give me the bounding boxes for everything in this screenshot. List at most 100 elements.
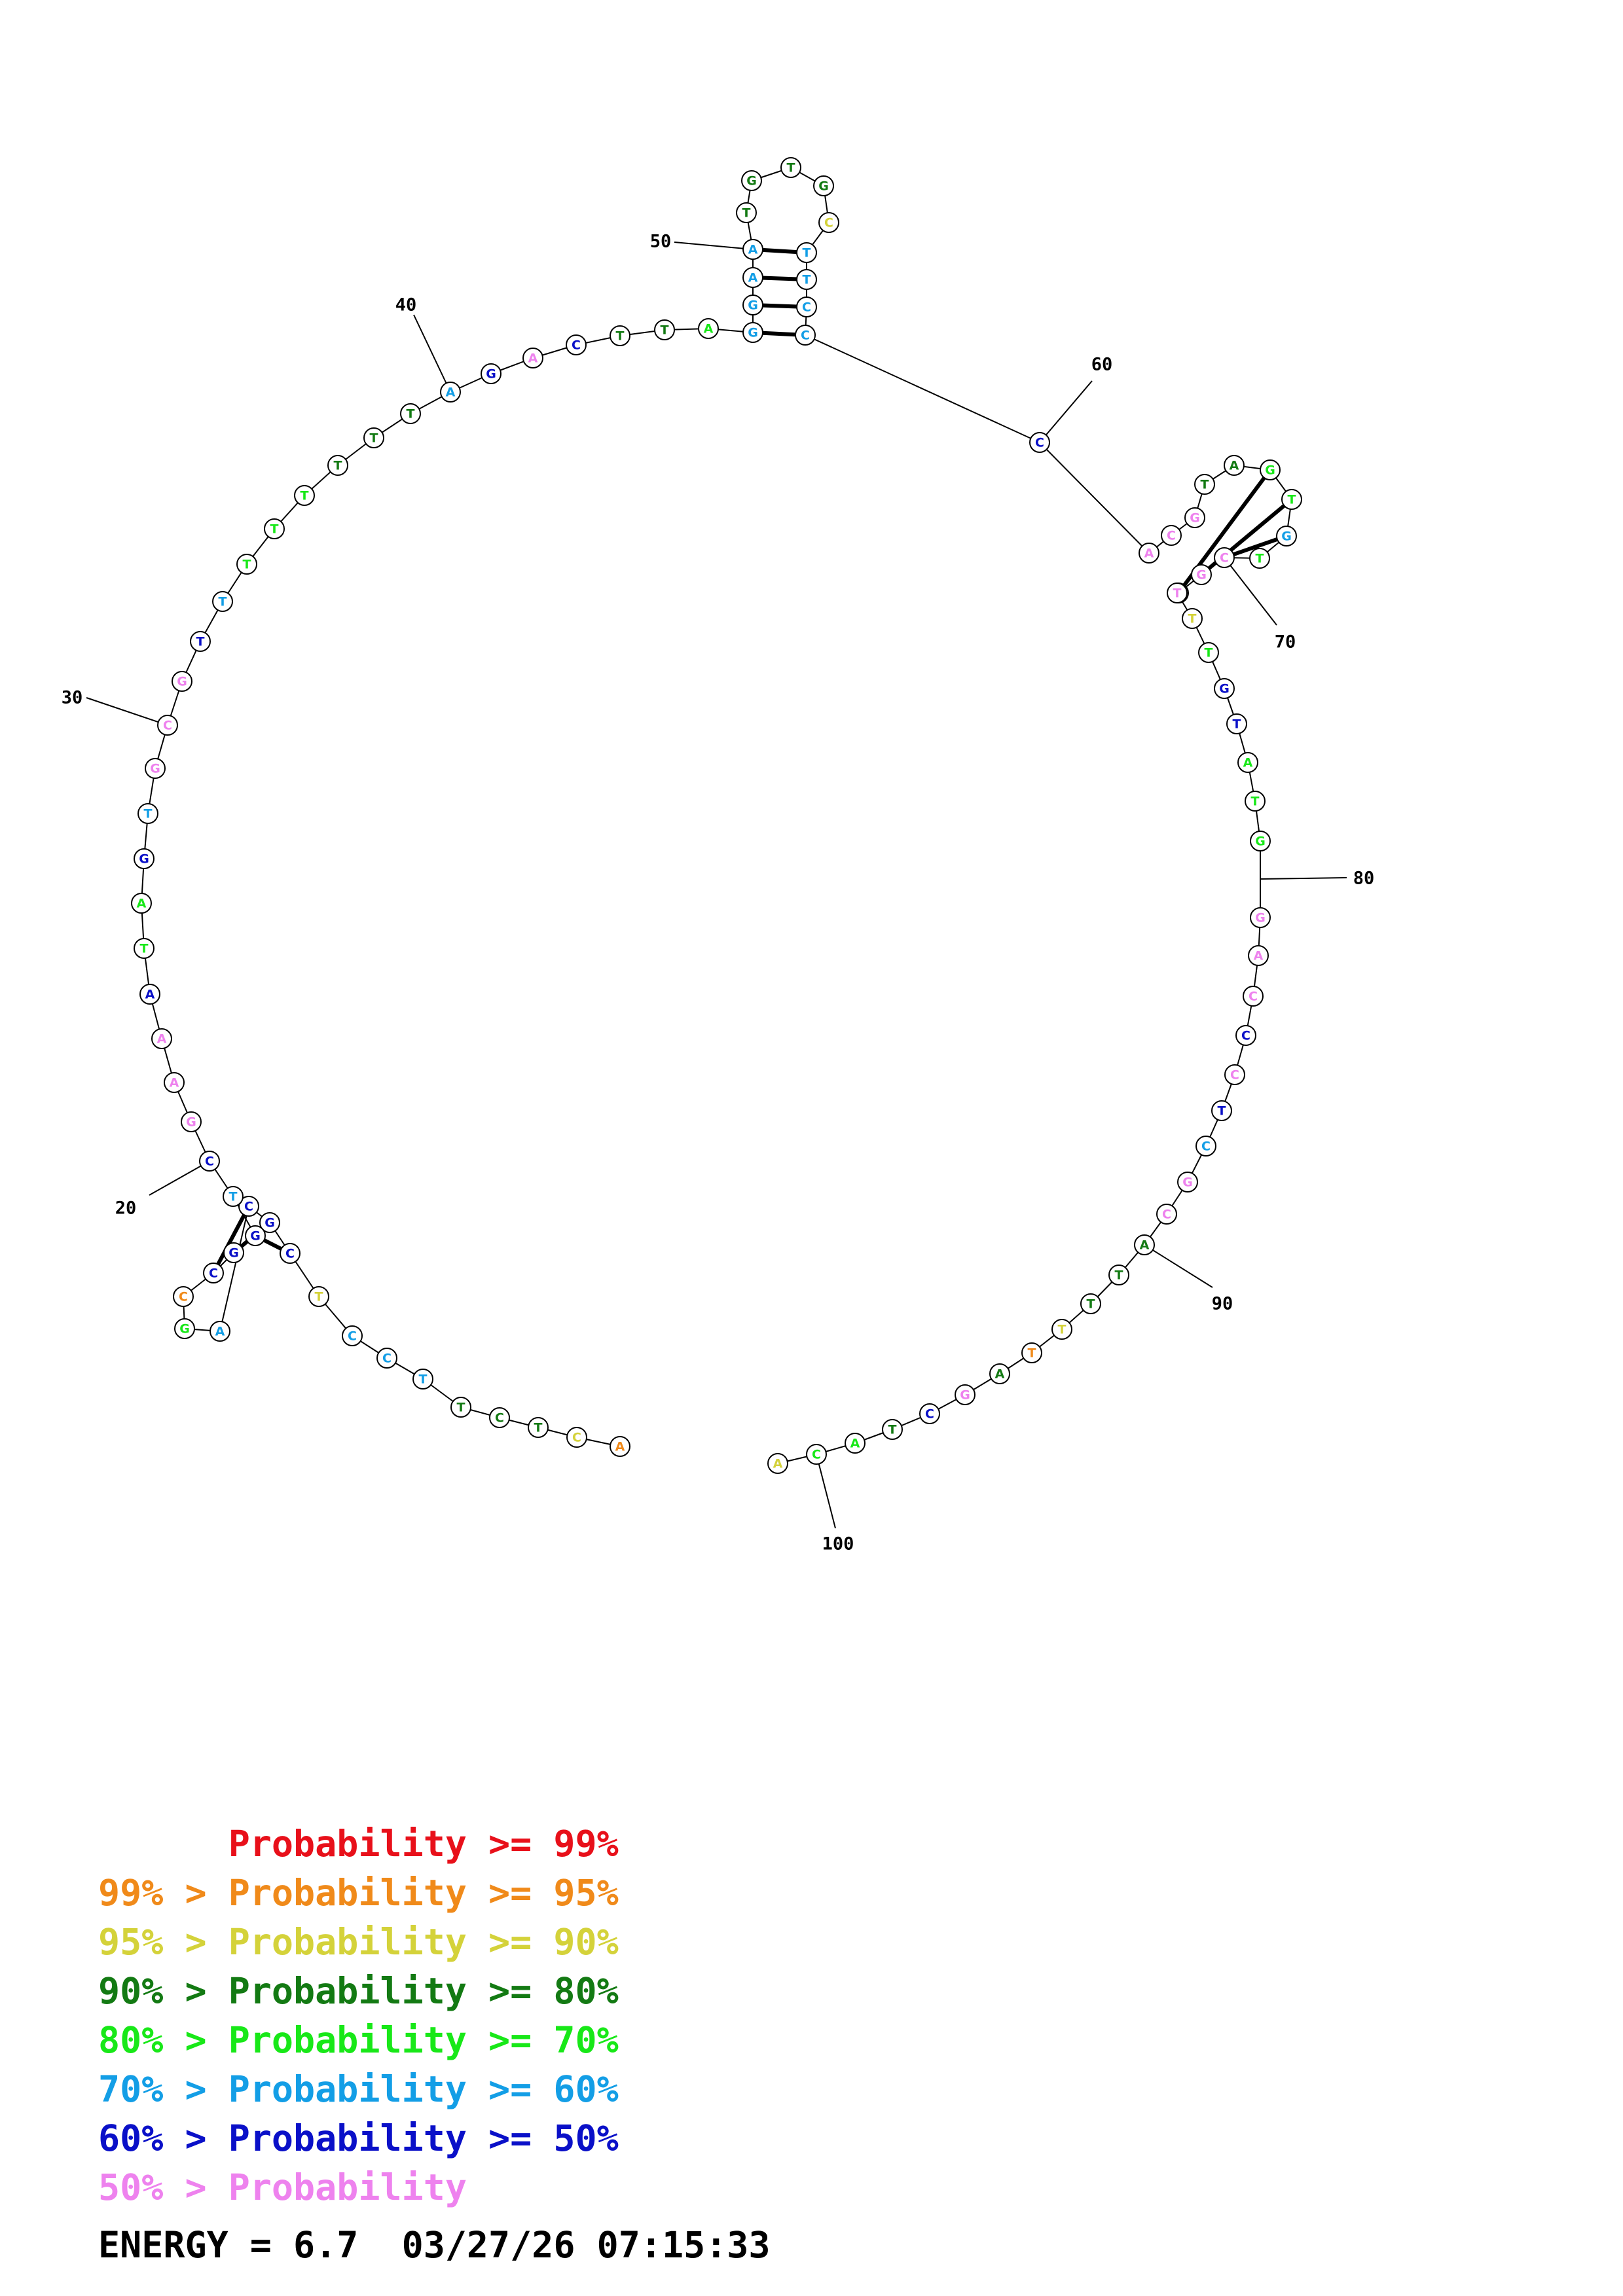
nucleotide-base: G [264,1216,275,1230]
nucleotide-circle [1237,752,1258,773]
position-label: 40 [395,295,417,315]
nucleotide-base: T [219,595,227,609]
nucleotide-base: T [370,431,378,446]
nucleotide-circle [528,1417,549,1438]
nucleotide-base: C [802,300,811,315]
nucleotide-circle [1211,1100,1232,1121]
nucleotide-base: G [1281,529,1292,544]
nucleotide: C [1214,547,1235,568]
nucleotide-circle [1214,547,1235,568]
position-tick [1144,1244,1213,1288]
legend-text: Probability >= 50% [228,2117,619,2159]
legend-prefix: 80% > [98,2019,228,2061]
nucleotide-circle [137,803,158,824]
nucleotide-base: C [163,719,172,733]
base-pair-bond [211,1205,251,1274]
nucleotide-base: A [704,322,714,336]
backbone-segment [219,1206,249,1332]
position-label: 80 [1353,869,1375,889]
position-label: 60 [1091,355,1113,375]
nucleotide-circle [796,269,817,290]
position-tick [413,314,451,393]
nucleotide-base: G [960,1388,970,1403]
nucleotide: T [610,325,630,346]
position-tick [1039,380,1093,443]
nucleotide-circle [1184,507,1205,528]
backbone-segment [805,334,1040,443]
nucleotide-base: A [1140,1238,1150,1253]
nucleotide-base: T [803,273,811,287]
position-tick [674,242,754,250]
nucleotide-base: C [1230,1068,1239,1083]
nucleotide: A [139,984,160,1005]
nucleotide: G [145,758,166,779]
nucleotide-base: A [137,897,147,911]
nucleotide: G [174,1318,195,1339]
nucleotide-circle [1243,986,1264,1007]
nucleotide-circle [139,984,160,1005]
nucleotide-circle [212,591,233,612]
nucleotide: G [1214,678,1235,699]
nucleotide-base: G [1196,568,1207,583]
nucleotide-circle [1260,459,1281,480]
nucleotide-base: T [534,1421,543,1435]
nucleotide-circle [566,1427,587,1448]
nucleotide: C [806,1444,827,1465]
nucleotide-circle [308,1286,329,1307]
legend-text: Probability >= 99% [228,1823,619,1865]
nucleotide: C [1029,432,1050,453]
nucleotide: T [190,631,211,652]
nucleotide-circle [795,325,816,346]
nucleotide: C [203,1263,224,1283]
position-label: 100 [822,1534,854,1554]
nucleotide: G [813,175,834,196]
nucleotide-circle [190,631,211,652]
position-tick [149,1160,210,1196]
legend-prefix: 70% > [98,2068,228,2110]
legend-row: 70% > Probability >= 60% [98,2065,619,2114]
nucleotide: C [199,1151,220,1172]
nucleotide: A [767,1453,788,1474]
nucleotide-base: G [748,326,758,340]
nucleotide-circle [806,1444,827,1465]
legend-row: 50% > Probability [98,2163,619,2212]
nucleotide-base: T [140,942,149,956]
nucleotide-base: G [1190,511,1200,526]
nucleotide-base: T [315,1290,323,1304]
nucleotide-base: A [1243,756,1253,770]
legend-prefix [98,1823,228,1865]
nucleotide-base: T [301,489,309,503]
nucleotide-circle [1108,1265,1129,1285]
nucleotide-base: C [179,1290,188,1304]
nucleotide: T [736,202,757,223]
position-label: 50 [650,232,672,252]
nucleotide: C [566,334,587,355]
nucleotide-circle [342,1325,363,1346]
nucleotide-circle [882,1419,903,1440]
nucleotide: T [223,1186,244,1207]
nucleotide-base: C [1241,1029,1250,1043]
nucleotide-base: C [824,216,833,230]
legend-row: 99% > Probability >= 95% [98,1869,619,1918]
nucleotide-base: T [1058,1323,1067,1337]
nucleotide: C [173,1286,194,1307]
legend-text: Probability >= 60% [228,2068,619,2110]
nucleotide: T [236,554,257,575]
nucleotide-circle [742,267,763,288]
nucleotide-circle [1250,831,1271,852]
nucleotide-base: G [228,1246,239,1261]
nucleotide: A [1139,543,1159,564]
nucleotide: A [164,1072,185,1093]
nucleotide-base: A [145,988,155,1002]
nucleotide-circle [813,175,834,196]
energy-value: ENERGY = 6.7 [98,2224,359,2266]
nucleotide-base: A [1230,459,1239,473]
nucleotide-circle [157,715,178,736]
nucleotide-circle [1250,907,1271,928]
nucleotide-circle [1177,1172,1198,1193]
nucleotide: C [238,1196,259,1217]
nucleotide: G [481,363,501,384]
legend-row: Probability >= 99% [98,1820,619,1869]
nucleotide-base: G [186,1115,196,1130]
nucleotide-base: A [157,1032,167,1047]
